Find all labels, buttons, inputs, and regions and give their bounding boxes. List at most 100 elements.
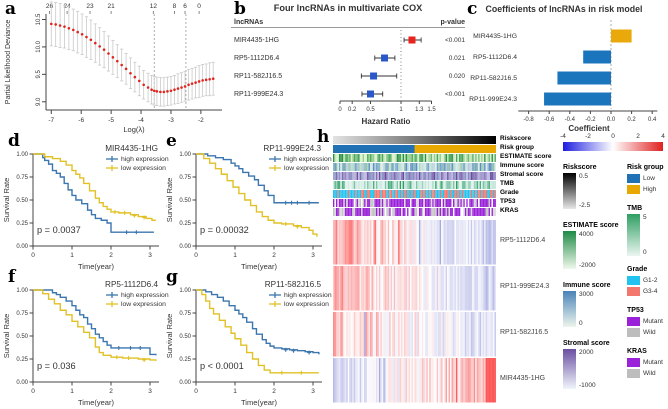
forest-row-name: RP5-1112D6.4 (234, 55, 279, 62)
coef-category-label: RP11-582J16.5 (470, 75, 517, 82)
forest-row-pvalue: <0.001 (445, 37, 465, 44)
annotation-label-tp53: TP53 (500, 198, 516, 205)
annotation-label-risk-group: Risk group (500, 144, 534, 151)
legend-tmb: TMB 5 0 (627, 205, 668, 256)
km-y-tick: 0.25 (179, 357, 191, 363)
gene-label-mir4435-1hg: MIR4435-1HG (500, 375, 546, 382)
panel-label-c: c (467, 0, 478, 19)
km-y-tick: 0.00 (16, 244, 28, 250)
legend-title: Stromal score (563, 340, 610, 347)
coef-bar (611, 29, 632, 43)
km-gene-title: MIR4435-1HG (105, 144, 158, 153)
km-y-tick: 0.00 (16, 380, 28, 386)
deviance-points (49, 22, 215, 94)
legend-item-label: G1-2 (643, 277, 658, 284)
km-pvalue-label: p = 0.0037 (37, 225, 81, 235)
legend-estimate-score: ESTIMATE score 4000 -2000 (563, 222, 625, 269)
annotation-label-grade: Grade (500, 189, 519, 196)
gene-row-rp5-1112d6-4 (333, 220, 496, 265)
coef-axis-title: Coefficient (568, 124, 610, 133)
colorbar-tick: 4 (661, 133, 665, 140)
km-legend-label: high expression (121, 292, 169, 299)
colorbar-tick: -4 (560, 133, 566, 140)
forest-row-name: RP11-582J16.5 (234, 73, 282, 80)
legend-kras: KRAS Mutant Wild (627, 348, 668, 379)
gene-row-rp11-999e24-3 (333, 266, 496, 311)
km-y-tick: 0.75 (179, 175, 191, 181)
legend-tp53: TP53 Mutant Wild (627, 307, 668, 338)
km-legend-item: low expression (269, 165, 329, 172)
legend-riskscore: Riskscore 0.5 -2.5 (563, 164, 625, 209)
km-x-tick: 3 (311, 252, 315, 259)
panel-label-d: d (8, 131, 20, 151)
x-axis-title: Log(λ) (123, 125, 145, 134)
coef-tick-label: 0.0 (607, 117, 616, 123)
km-y-tick: 0.00 (179, 244, 191, 250)
y-axis-title: Partial Likelihood Deviance (5, 20, 12, 105)
legend-swatch (627, 369, 640, 378)
km-x-tick: 1 (70, 388, 74, 395)
annotation-label-tmb: TMB (500, 180, 515, 187)
gene-row-rp11-582j16-5 (333, 312, 496, 357)
hr-tick-label: 0 (338, 107, 342, 113)
x-tick-label: -3 (168, 117, 174, 124)
legend-bottom-value: -2.5 (579, 202, 591, 209)
km-y-tick: 0.00 (179, 380, 191, 386)
coef-bar (557, 71, 611, 85)
km-legend-item: high expression (106, 292, 169, 299)
coef-bar (544, 92, 611, 106)
km-curve-high (196, 289, 320, 355)
top-axis-label: 12 (150, 3, 158, 10)
km-y-tick: 0.25 (16, 357, 28, 363)
panel-label-b: b (234, 0, 246, 19)
y-tick-label: 10.5 (36, 13, 42, 25)
km-legend-item: high expression (106, 156, 169, 163)
top-axis-label: 21 (108, 3, 116, 10)
km-y-axis-title: Survival Rate (165, 314, 174, 359)
km-legend-label: high expression (284, 156, 332, 163)
legend-title: ESTIMATE score (563, 222, 619, 229)
km-x-tick: 3 (148, 252, 152, 259)
legend-title: Grade (627, 266, 648, 273)
legend-item-label: Low (643, 175, 655, 182)
km-legend-item: high expression (269, 156, 332, 163)
legend-immune-score: Immune score 3000 0 (563, 282, 625, 327)
hr-tick-label: 0.2 (348, 107, 357, 113)
km-legend-label: low expression (284, 165, 329, 172)
legend-grade: Grade G1-2 G3-4 (627, 266, 668, 297)
legend-item-label: Mutant (643, 359, 663, 366)
legend-top-value: 0.5 (579, 173, 589, 180)
legend-item-label: High (643, 186, 657, 193)
legend-item-label: Wild (643, 329, 656, 336)
hr-square (370, 72, 378, 80)
km-curve-high (196, 153, 319, 204)
coef-tick-label: 0.2 (627, 117, 636, 123)
panel-label-g: g (166, 267, 178, 287)
legend-title: Riskscore (563, 164, 597, 171)
legend-top-value: 5 (643, 214, 647, 221)
forest-row: MIR4435-1HG <0.001 (234, 36, 465, 44)
km-x-tick: 0 (194, 388, 198, 395)
km-y-tick: 0.75 (179, 311, 191, 317)
coef-tick-label: -0.2 (585, 117, 596, 123)
legend-gradient (627, 214, 640, 256)
forest-row: RP11-999E24.3 <0.001 (234, 90, 465, 98)
km-curve-high (33, 153, 154, 233)
km-y-tick: 0.50 (179, 198, 191, 204)
hr-tick-label: 1.3 (415, 107, 424, 113)
panel-label-e: e (166, 131, 177, 151)
forest-plot: Four lncRNAs in multivariate COX lncRNAs p… (231, 3, 465, 126)
legend-item-label: Mutant (643, 318, 663, 325)
legend-column-left: Riskscore 0.5 -2.5 ESTIMATE score 4000 -2000 I… (563, 164, 625, 402)
km-y-tick: 1.00 (16, 288, 28, 294)
km-x-tick: 0 (194, 252, 198, 259)
km-gene-title: RP5-1112D6.4 (105, 280, 158, 289)
legend-gradient (563, 173, 576, 209)
lasso-deviance-plot: 9.09.510.010.5-7 -6 -5 -4 -3 -226 24 23 21 12 8 6 0P… (5, 1, 222, 134)
hr-square (381, 54, 389, 62)
annotation-label-kras: KRAS (500, 207, 519, 214)
forest-row: RP5-1112D6.4 0.021 (234, 54, 465, 62)
km-x-tick: 3 (148, 388, 152, 395)
km-x-tick: 2 (272, 388, 276, 395)
hr-square (367, 90, 374, 98)
